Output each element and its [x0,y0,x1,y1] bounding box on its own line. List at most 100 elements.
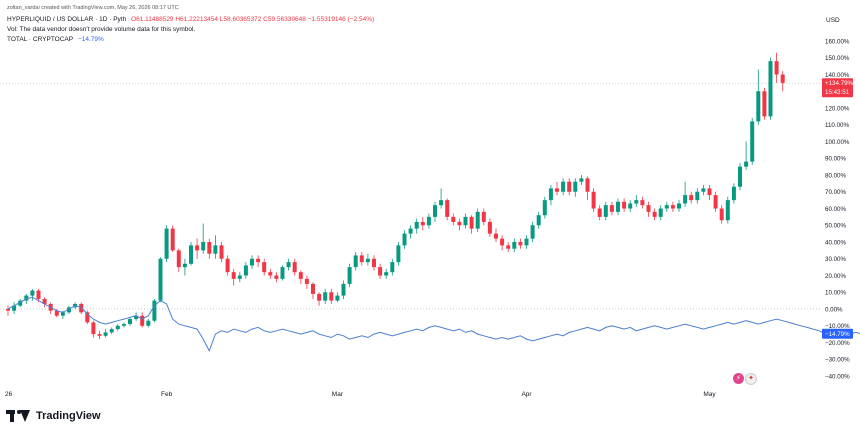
candle[interactable] [597,208,602,217]
candle[interactable] [378,267,383,276]
candle[interactable] [664,205,669,209]
candle[interactable] [408,228,413,234]
candle[interactable] [768,61,773,117]
candle[interactable] [54,310,59,316]
candle[interactable] [677,203,681,209]
candle[interactable] [756,91,761,122]
candle[interactable] [243,265,248,276]
candle[interactable] [579,178,584,182]
candle[interactable] [353,255,358,268]
candle[interactable] [628,203,633,209]
tradingview-logo[interactable]: TradingView [6,409,101,423]
candle[interactable] [512,242,517,249]
candle[interactable] [670,205,675,209]
candle[interactable] [347,267,352,284]
candle[interactable] [640,200,645,206]
candle[interactable] [725,200,730,221]
candle[interactable] [121,324,126,326]
candle[interactable] [146,320,151,326]
candle[interactable] [189,245,193,264]
candle[interactable] [6,309,10,311]
plot-area[interactable] [0,52,860,353]
candle[interactable] [158,258,163,301]
candle[interactable] [396,245,401,263]
candle[interactable] [317,293,322,301]
candle[interactable] [536,215,541,226]
candle[interactable] [390,262,395,273]
candle[interactable] [365,258,370,263]
candle[interactable] [103,332,108,336]
candle[interactable] [658,208,663,217]
candle[interactable] [207,242,212,254]
candle[interactable] [744,161,749,167]
candle[interactable] [433,205,437,217]
candle[interactable] [128,319,132,325]
candle[interactable] [750,121,755,162]
candle[interactable] [561,181,566,192]
candle[interactable] [585,178,590,192]
candle[interactable] [518,242,523,246]
candle[interactable] [506,245,511,249]
candle[interactable] [42,298,47,304]
candle[interactable] [219,245,224,259]
time-axis[interactable]: 26FebMarAprMayJun [5,391,860,398]
candle[interactable] [426,216,431,226]
candle[interactable] [683,195,688,204]
candle[interactable] [463,216,468,226]
candle[interactable] [402,233,407,246]
candle[interactable] [439,200,444,206]
candle[interactable] [384,272,389,276]
candle[interactable] [695,191,700,201]
candle[interactable] [67,307,71,313]
event-markers[interactable]: ⚡ ✦ [733,373,758,385]
candle[interactable] [237,275,242,279]
candle[interactable] [12,305,17,311]
candle[interactable] [164,228,169,259]
candle[interactable] [616,201,620,212]
candle[interactable] [634,200,639,204]
candle[interactable] [36,290,41,299]
candle[interactable] [182,263,187,268]
candle[interactable] [134,315,139,320]
candle[interactable] [591,191,596,209]
candle[interactable] [323,292,328,301]
candle[interactable] [140,315,145,326]
candle[interactable] [494,233,498,239]
candle[interactable] [542,200,547,216]
candle[interactable] [567,181,572,192]
candle[interactable] [250,258,254,266]
candle[interactable] [262,262,267,273]
candle[interactable] [170,228,175,251]
candle[interactable] [18,300,23,306]
candle[interactable] [329,292,334,301]
candle[interactable] [213,245,218,254]
price-axis[interactable]: USD160.00%150.00%140.00%130.00%120.00%11… [822,17,854,380]
candle[interactable] [152,300,157,321]
candle[interactable] [115,325,120,330]
candle[interactable] [689,195,694,201]
candle[interactable] [280,267,285,279]
candle[interactable] [298,272,303,279]
candle[interactable] [60,312,65,316]
candle[interactable] [109,329,114,333]
candle[interactable] [457,221,462,226]
candle[interactable] [622,201,627,209]
candle[interactable] [97,334,102,336]
candle[interactable] [85,312,90,323]
compare-legend[interactable]: TOTAL · CRYPTOCAP −14.79% [7,36,107,43]
candle[interactable] [341,283,346,296]
candle[interactable] [451,216,456,222]
economic-event-icon[interactable]: ⚡ [733,373,744,384]
candle[interactable] [292,262,297,273]
candle[interactable] [420,221,425,226]
candle[interactable] [719,208,724,221]
candle[interactable] [225,258,230,273]
candle[interactable] [573,181,578,192]
flag-event-icon[interactable]: ✦ [745,373,757,385]
candle[interactable] [79,303,84,313]
candle[interactable] [780,74,785,83]
candle[interactable] [445,200,450,217]
candle[interactable] [256,258,261,263]
candle[interactable] [701,188,706,192]
